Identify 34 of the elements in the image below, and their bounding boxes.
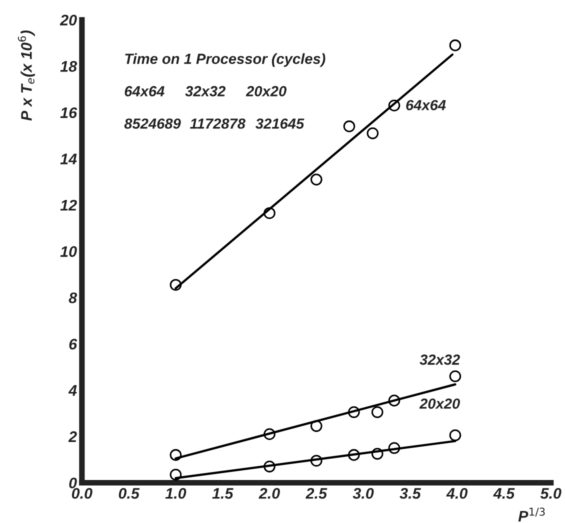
annotation: 64x64 [124,86,164,96]
annotation: 321645 [256,118,304,129]
y-tick-label: 4 [68,385,77,396]
y-tick-label: 14 [60,154,77,164]
y-tick-label: 18 [60,61,78,72]
annotation: 32x32 [420,354,460,365]
x-tick-label: 0.0 [72,488,92,499]
annotation: 1172878 [190,118,246,129]
x-axis-title: P$^{1/3}$ [518,508,545,522]
x-tick-label: 1.0 [165,488,186,499]
y-tick-label: 8 [68,292,78,304]
x-tick-label: 1.5 [212,488,234,499]
x-tick-label: 4.5 [493,488,515,499]
y-tick-label: 20 [60,14,77,26]
annotation: 32x32 [185,86,226,96]
x-tick-label: 2.5 [306,488,328,499]
x-tick-label: 5.0 [540,488,562,499]
annotation: 8524689 [124,118,181,129]
x-tick-label: 3.0 [352,488,374,499]
x-tick-label: 2.0 [258,488,280,499]
annotation: 20x20 [246,86,286,96]
y-tick-label: 10 [60,246,77,257]
y-tick-label: 16 [60,107,78,118]
y-tick-label: 12 [60,200,77,211]
annotation: 20x20 [419,398,460,409]
y-tick-label: 6 [69,338,78,350]
x-tick-label: 4.0 [446,488,468,499]
x-tick-label: 0.5 [118,488,140,499]
x-tick-label: 3.5 [400,488,421,499]
y-axis-title: P x T$_{e}$(x 10$^{6}$) [18,30,35,121]
y-tick-label: 0 [69,478,77,488]
annotation: Time on 1 Processor (cycles) [125,53,326,67]
annotation: 64x64 [406,100,446,110]
y-tick-label: 2 [68,431,77,442]
